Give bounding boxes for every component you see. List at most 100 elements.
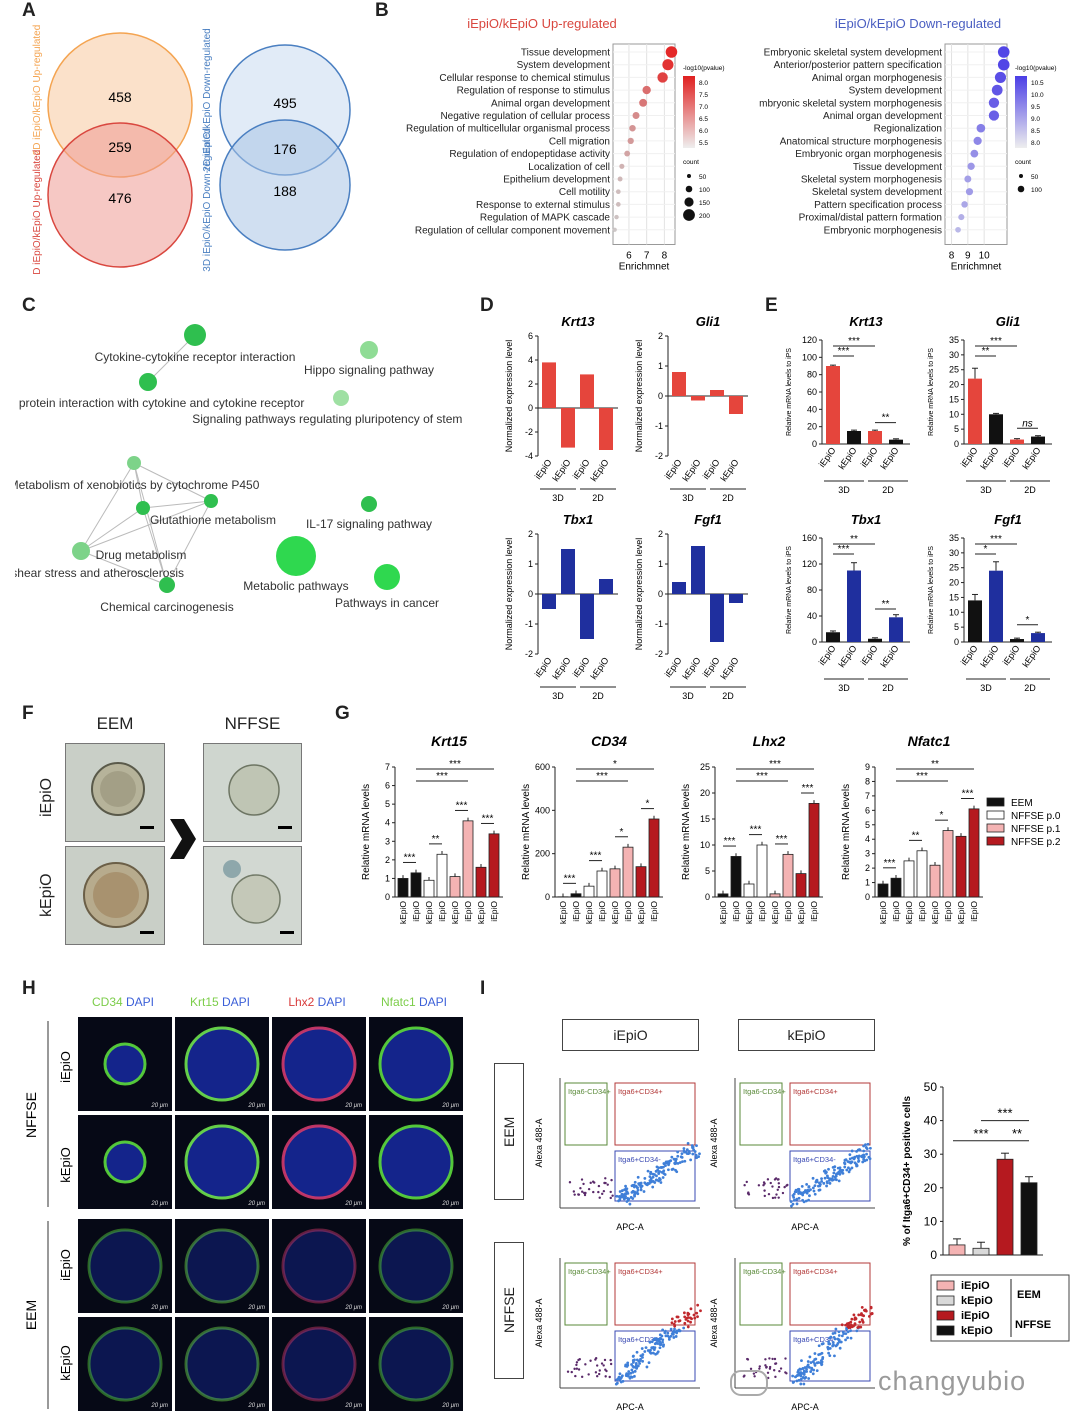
bubble-term-label: Skeletal system development [812,187,942,198]
bubble-point [965,188,974,196]
confocal-stain [103,1140,147,1184]
bubble-legend-color-tick: 7.5 [699,92,708,99]
group-label: 2D [1024,683,1036,693]
sig-mark: ** [931,759,939,770]
bar-label: iEpiO [859,445,880,469]
bar-label: kEpiO [796,901,806,925]
y-tick-label: 30 [949,548,959,558]
legend-group: EEM [1017,1289,1041,1301]
bar-label: kEpiO [1020,643,1042,669]
flow-y-label: Alexa 488-A [534,1118,544,1167]
bubble-legend-size-dot [1019,174,1023,178]
y-tick-label: 3 [385,836,390,846]
channel-header: Lhx2 DAPI [288,995,345,1009]
node-xenobiotics [127,456,141,470]
y-tick-label: 80 [807,370,817,380]
node-metabolic-pathways [276,536,316,576]
confocal-image [369,1317,463,1411]
bubble-point [619,163,625,169]
y-tick-label: 0 [658,391,663,401]
bar-label: kEpiO [956,901,966,925]
bubble-term-label: Regionalization [874,124,942,135]
y-tick-label: 0 [930,1248,937,1262]
panel-label-f: F [22,703,34,724]
bubble-point [961,201,968,208]
bar [570,893,582,898]
node-label-cytokine: Cytokine-cytokine receptor interaction [95,350,296,364]
bar-label: kEpiO [770,901,780,925]
bar-label: iEpiO [817,643,838,667]
bubble-x-label: Enrichmnet [619,262,670,273]
y-tick-label: 40 [807,404,817,414]
sig-mark: *** [776,834,788,845]
bubble-legend-size-dot [684,197,694,207]
sig-mark: *** [916,771,928,782]
y-tick-label: 40 [807,611,817,621]
scale-label: 20 μm [441,1403,459,1409]
bubble-point [632,112,640,119]
bar [989,570,1003,642]
confocal-nuclei [186,1328,258,1400]
sig-mark: *** [724,836,736,847]
node-label-fluid-shear: Fluid shear stress and atherosclerosis [15,566,184,580]
y-tick-label: 6 [865,805,870,815]
bar [648,818,660,898]
panel-label-a: A [22,0,36,21]
bar [423,879,435,898]
y-tick-label: 6 [528,331,533,341]
confocal-stain [87,1228,163,1304]
bar-label: iEpiO [437,901,447,922]
legend-swatch [986,810,1005,820]
gate-q1 [564,1262,608,1326]
gate-label: Itga6-CD34+ [568,1267,611,1276]
y-axis-label: Normalized expression level [634,538,644,651]
confocal-nuclei [186,1028,258,1100]
confocal-nuclei [283,1126,355,1198]
flow-events [743,1142,872,1208]
y-tick-label: 10 [949,409,959,419]
bubble-point [976,123,986,133]
y-tick-label: 20 [924,1181,938,1195]
bar-label: kEpiO [718,655,740,681]
bar [877,883,889,898]
scale-label: 20 μm [441,1201,459,1207]
bar-label: iEpiO [597,901,607,922]
confocal-image [175,1219,269,1313]
venn-left-only-bottom: 476 [108,190,132,206]
gate-q1 [739,1082,783,1146]
y-tick-label: 8 [865,776,870,786]
bar [996,1158,1014,1256]
panel-label-c: C [22,295,36,316]
panel-h-headers: CD34 DAPI Krt15 DAPI Lhx2 DAPI Nfatc1 DAPI [92,995,447,1009]
y-axis-label: Relative mRNA levels [361,784,372,880]
bubble-legend-color-tick: 9.5 [1031,104,1040,111]
chart-title: Gli1 [996,314,1021,329]
bubble-legend-color-tick: 6.5 [699,116,708,123]
bar [583,885,595,898]
y-tick-label: 20 [700,788,710,798]
sig-mark: *** [990,336,1002,347]
panel-h-row-3: iEpiO [58,1249,73,1281]
bubble-term-label: Negative regulation of cellular process [440,111,610,122]
bar [1020,1182,1038,1256]
gate-q3 [789,1150,871,1202]
group-label: 3D [838,485,850,495]
bubble-term-label: Epithelium development [503,175,610,186]
confocal-nuclei [186,1126,258,1198]
flow-events [742,1305,874,1386]
sig-mark: *** [750,825,762,836]
chart-title: Nfatc1 [908,733,951,749]
y-tick-label: 80 [807,585,817,595]
sig-mark: ** [850,534,858,545]
y-tick-label: 5 [954,622,959,632]
bar [672,582,686,594]
bubble-term-label: Animal organ morphogenesis [812,73,942,84]
bar [691,396,705,401]
bubble-point [955,226,961,233]
scale-label: 20 μm [150,1103,168,1109]
bar-label: kEpiO [476,901,486,925]
panel-label-b: B [375,0,389,21]
sig-mark: *** [802,783,814,794]
